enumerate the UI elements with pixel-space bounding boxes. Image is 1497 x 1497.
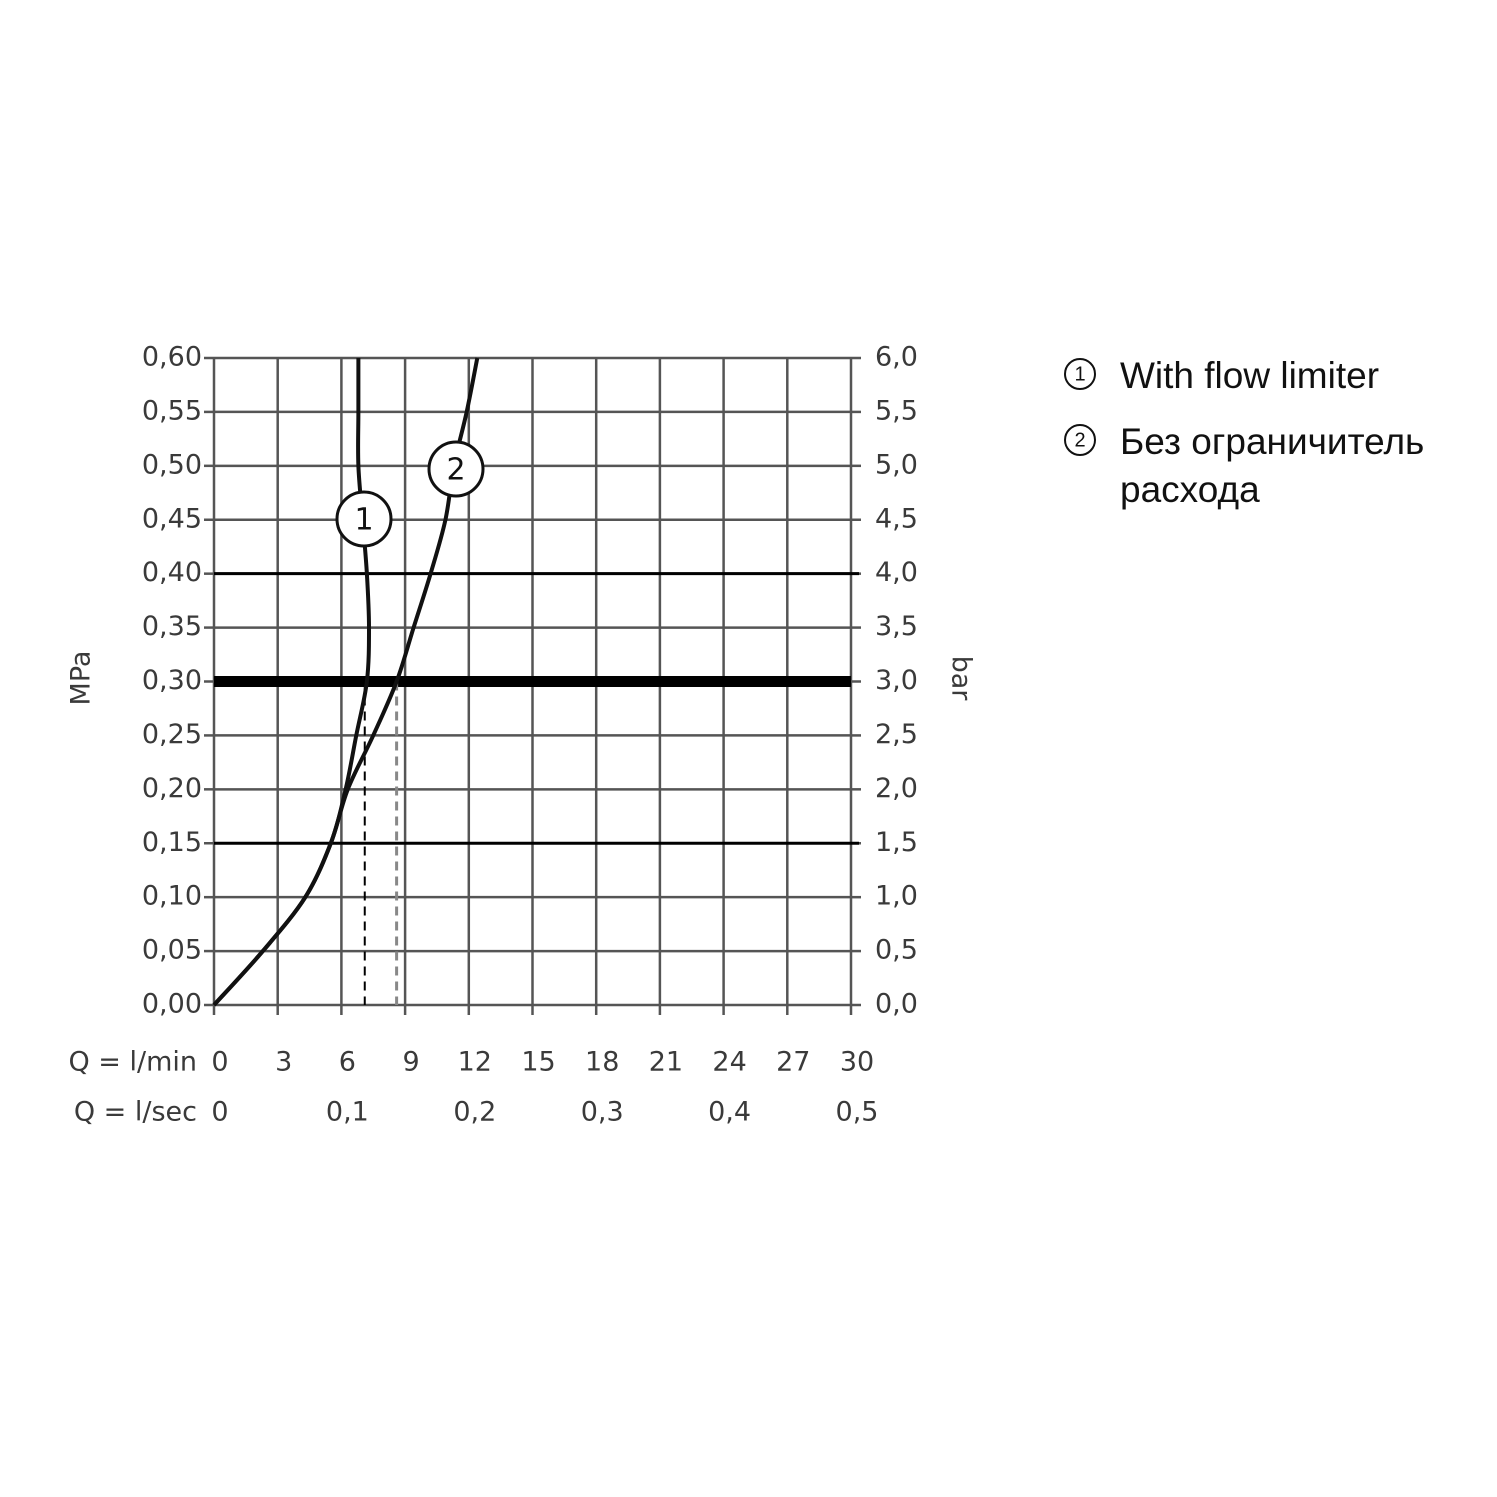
y2-tick-label: 2,5	[875, 719, 918, 750]
legend-marker-label: 1	[1074, 363, 1085, 385]
y-tick-label: 0,40	[142, 557, 202, 588]
x2-tick-label: 0,5	[836, 1097, 879, 1128]
y2-axis-label: bar	[946, 656, 977, 702]
legend-label: Без ограничитель расхода	[1120, 421, 1425, 510]
y-tick-label: 0,50	[142, 449, 202, 480]
x2-tick-label: 0,3	[581, 1097, 624, 1128]
x-tick-label: 0	[211, 1047, 228, 1078]
curve-marker	[427, 440, 485, 498]
x-tick-label: 9	[403, 1047, 420, 1078]
y-tick-label: 0,15	[142, 827, 202, 858]
y-tick-label: 0,00	[142, 989, 202, 1020]
x-tick-label: 21	[649, 1047, 683, 1078]
legend-marker: 2	[1064, 424, 1096, 456]
y-tick-label: 0,25	[142, 719, 202, 750]
curve-marker	[335, 490, 393, 548]
legend-marker: 1	[1064, 358, 1096, 390]
y2-tick-label: 0,0	[875, 989, 918, 1020]
y-tick-label: 0,55	[142, 395, 202, 426]
y2-tick-label: 4,0	[875, 557, 918, 588]
y2-tick-label: 1,0	[875, 881, 918, 912]
y2-tick-label: 1,5	[875, 827, 918, 858]
x-tick-label: 30	[840, 1047, 874, 1078]
x-axis-label: Q = l/min	[68, 1047, 197, 1078]
y2-tick-label: 5,0	[875, 449, 918, 480]
y-tick-label: 0,45	[142, 503, 202, 534]
x2-tick-label: 0,4	[708, 1097, 751, 1128]
y-tick-label: 0,30	[142, 665, 202, 696]
x2-axis-label: Q = l/sec	[74, 1097, 197, 1128]
y-tick-label: 0,10	[142, 881, 202, 912]
x-tick-label: 15	[521, 1047, 555, 1078]
curve-marker-label: 1	[354, 503, 373, 538]
y-tick-label: 0,35	[142, 611, 202, 642]
x2-tick-label: 0,1	[326, 1097, 369, 1128]
y2-tick-label: 0,5	[875, 935, 918, 966]
x-tick-label: 18	[585, 1047, 619, 1078]
x-tick-label: 3	[275, 1047, 292, 1078]
y2-tick-label: 5,5	[875, 395, 918, 426]
x-tick-label: 27	[776, 1047, 810, 1078]
x-tick-label: 24	[712, 1047, 746, 1078]
y2-tick-label: 3,5	[875, 611, 918, 642]
legend-item: 1 With flow limiter	[1060, 352, 1490, 400]
legend-label: With flow limiter	[1120, 355, 1380, 396]
legend-marker-label: 2	[1074, 429, 1085, 451]
legend-item: 2 Без ограничитель расхода	[1060, 418, 1490, 514]
y2-tick-label: 3,0	[875, 665, 918, 696]
y-tick-label: 0,60	[142, 342, 202, 373]
x2-tick-label: 0	[211, 1097, 228, 1128]
y2-tick-label: 2,0	[875, 773, 918, 804]
y-tick-label: 0,20	[142, 773, 202, 804]
y-axis-label: MPa	[66, 651, 97, 706]
x-tick-label: 12	[458, 1047, 492, 1078]
y2-tick-label: 4,5	[875, 503, 918, 534]
x2-tick-label: 0,2	[453, 1097, 496, 1128]
curve-marker-label: 2	[446, 453, 465, 488]
y2-tick-label: 6,0	[875, 342, 918, 373]
y-tick-label: 0,05	[142, 935, 202, 966]
x-tick-label: 6	[339, 1047, 356, 1078]
